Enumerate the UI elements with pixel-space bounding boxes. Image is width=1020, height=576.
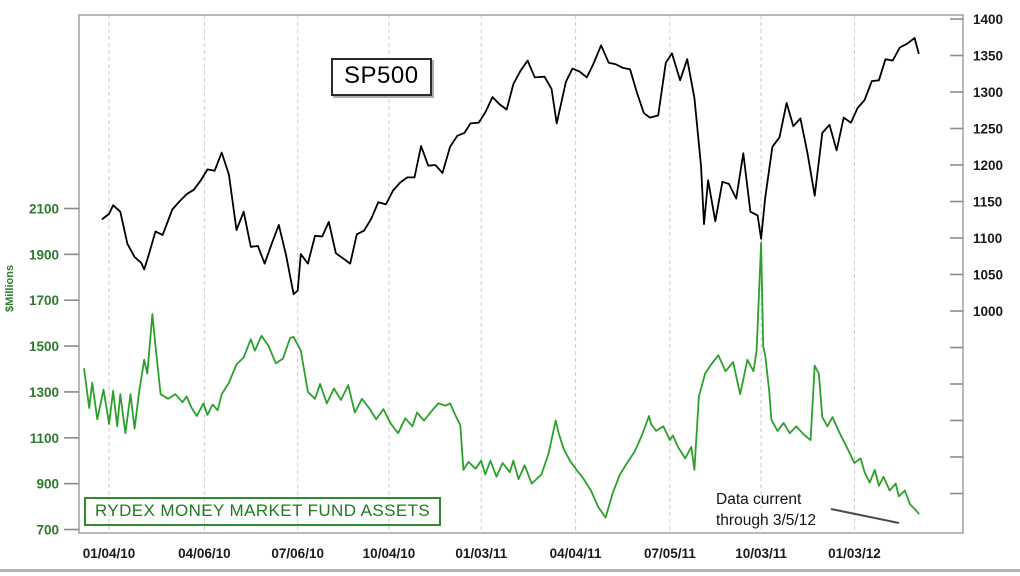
plot-border bbox=[78, 14, 964, 534]
left-axis-tick-label: 1700 bbox=[29, 293, 59, 308]
rydex-series-label: RYDEX MONEY MARKET FUND ASSETS bbox=[84, 497, 442, 526]
right-axis-tick-label: 1200 bbox=[973, 158, 1003, 173]
left-axis-tick-label: 1900 bbox=[29, 247, 59, 262]
window-bottom-edge bbox=[0, 569, 1020, 572]
left-axis-title: $Millions bbox=[4, 264, 16, 312]
x-axis-tick-label: 10/04/10 bbox=[363, 546, 416, 561]
left-axis-tick-label: 900 bbox=[36, 477, 59, 492]
x-axis-tick-label: 10/03/11 bbox=[735, 546, 787, 561]
left-axis-tick-label: 1300 bbox=[29, 385, 59, 400]
x-axis-tick-label: 01/03/12 bbox=[828, 546, 881, 561]
x-axis-tick-label: 07/06/10 bbox=[271, 546, 324, 561]
right-axis-tick-label: 1100 bbox=[973, 231, 1002, 246]
right-axis-tick-label: 1300 bbox=[973, 85, 1003, 100]
x-axis-tick-label: 01/03/11 bbox=[455, 546, 507, 561]
x-axis-tick-label: 07/05/11 bbox=[644, 546, 696, 561]
right-axis-tick-label: 1000 bbox=[973, 304, 1003, 319]
sp500-series-label: SP500 bbox=[331, 58, 432, 96]
data-current-pointer-line bbox=[830, 508, 900, 524]
left-axis-tick-label: 1100 bbox=[30, 431, 59, 446]
sp500-line bbox=[101, 37, 920, 296]
right-axis-tick-label: 1150 bbox=[973, 195, 1002, 210]
rydex-line bbox=[83, 241, 920, 519]
data-current-annotation: Data current through 3/5/12 bbox=[716, 489, 816, 531]
right-axis-tick-label: 1400 bbox=[973, 12, 1003, 27]
right-axis-tick-label: 1050 bbox=[973, 268, 1003, 283]
x-axis-tick-label: 04/04/11 bbox=[550, 546, 602, 561]
left-axis-tick-label: 2100 bbox=[29, 202, 59, 217]
x-axis-tick-label: 04/06/10 bbox=[178, 546, 231, 561]
left-axis-tick-label: 700 bbox=[36, 523, 59, 538]
data-current-annotation-line2: through 3/5/12 bbox=[716, 512, 816, 529]
data-current-annotation-line1: Data current bbox=[716, 491, 802, 508]
right-axis-tick-label: 1250 bbox=[973, 122, 1003, 137]
left-axis-tick-label: 1500 bbox=[29, 339, 59, 354]
right-axis-tick-label: 1350 bbox=[973, 49, 1003, 64]
x-axis-tick-label: 01/04/10 bbox=[83, 546, 136, 561]
